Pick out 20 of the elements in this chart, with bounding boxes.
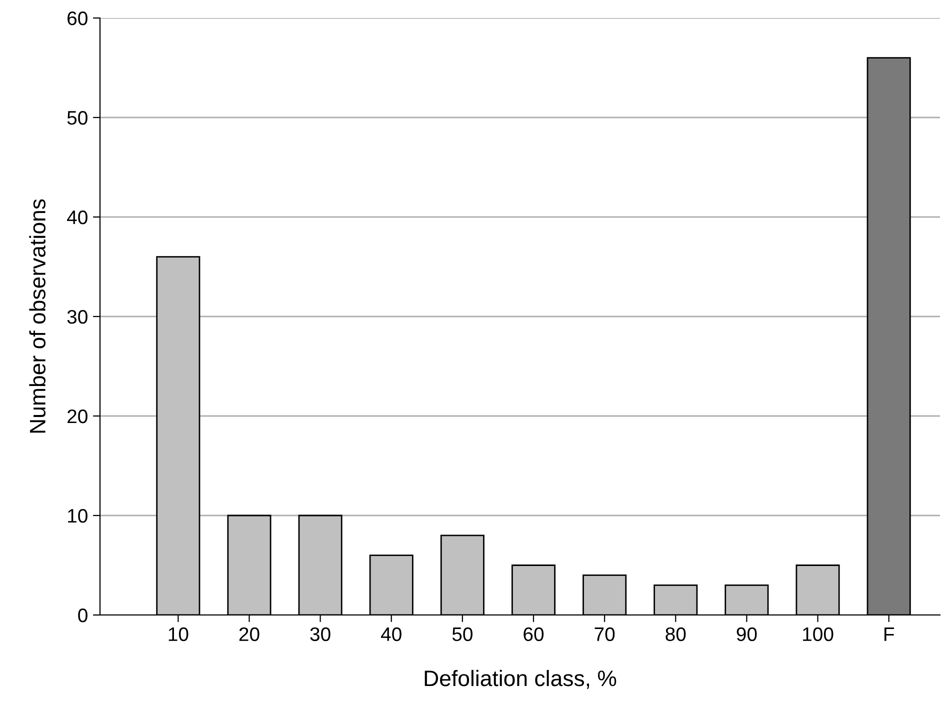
x-tick-label: 100 <box>803 627 834 642</box>
x-tick-label: 20 <box>239 627 260 642</box>
y-tick-label: 50 <box>67 110 88 125</box>
x-tick-label: 30 <box>310 627 330 642</box>
y-tick-label: 30 <box>67 310 88 324</box>
x-tick-label: 80 <box>666 627 686 642</box>
x-tick-label: 50 <box>452 627 472 642</box>
x-tick-label: F <box>884 628 894 641</box>
y-tick-label: 20 <box>68 409 88 424</box>
y-tick-label: 10 <box>68 508 88 523</box>
x-tick-label: 40 <box>381 627 402 642</box>
x-tick-label: 90 <box>736 627 757 642</box>
y-axis-title: Number of observations <box>29 199 46 433</box>
x-tick-label: 70 <box>594 627 615 642</box>
y-tick-label: 60 <box>68 11 88 26</box>
y-tick-label: 40 <box>67 210 88 224</box>
x-axis-title: Defoliation class, % <box>424 670 616 689</box>
x-tick-label: 60 <box>524 627 544 642</box>
y-tick-label: 0 <box>78 608 88 622</box>
x-tick-label: 10 <box>168 627 188 642</box>
